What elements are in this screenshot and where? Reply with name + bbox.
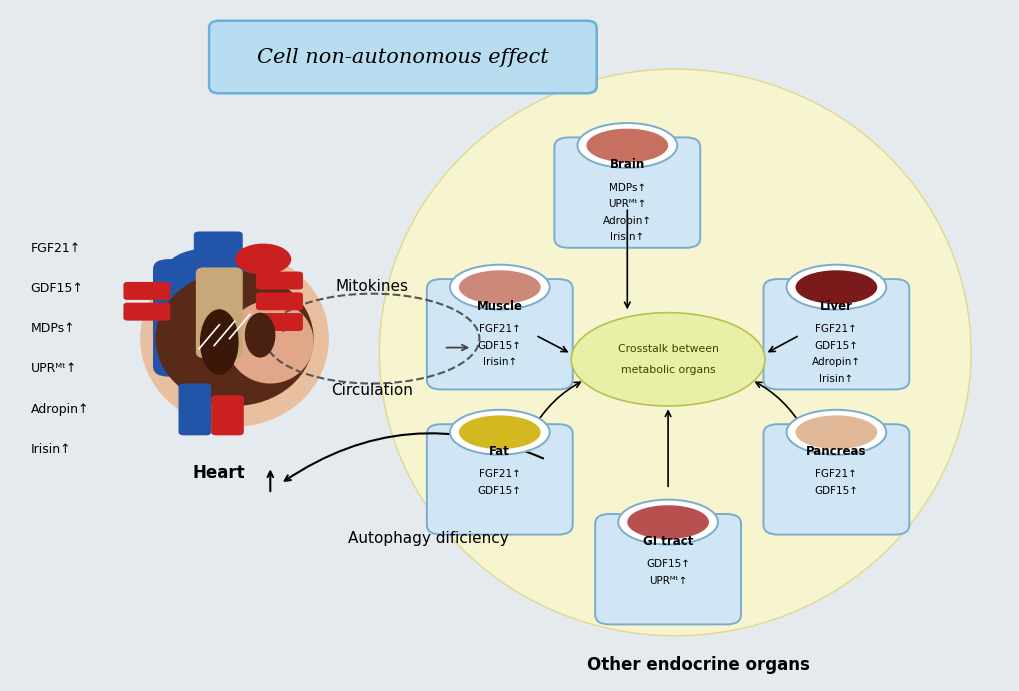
Text: Fat: Fat bbox=[489, 445, 510, 458]
Text: metabolic organs: metabolic organs bbox=[621, 365, 714, 375]
Ellipse shape bbox=[227, 301, 314, 384]
FancyBboxPatch shape bbox=[196, 267, 243, 358]
FancyBboxPatch shape bbox=[209, 21, 596, 93]
Ellipse shape bbox=[234, 244, 291, 275]
FancyBboxPatch shape bbox=[123, 282, 170, 300]
Ellipse shape bbox=[627, 505, 708, 539]
Text: Crosstalk between: Crosstalk between bbox=[618, 344, 717, 354]
Ellipse shape bbox=[459, 415, 540, 449]
FancyBboxPatch shape bbox=[762, 279, 909, 390]
Ellipse shape bbox=[795, 415, 876, 449]
Ellipse shape bbox=[168, 247, 270, 285]
Text: GDF15↑: GDF15↑ bbox=[645, 559, 690, 569]
Ellipse shape bbox=[200, 310, 238, 375]
Text: Mitokines: Mitokines bbox=[335, 279, 409, 294]
FancyBboxPatch shape bbox=[153, 259, 255, 377]
Ellipse shape bbox=[786, 265, 886, 310]
Ellipse shape bbox=[449, 410, 549, 455]
Text: Adropin↑: Adropin↑ bbox=[811, 357, 860, 368]
Text: Circulation: Circulation bbox=[331, 383, 413, 398]
FancyBboxPatch shape bbox=[256, 272, 303, 290]
Text: Adropin↑: Adropin↑ bbox=[602, 216, 651, 226]
Text: UPRᴹᵗ↑: UPRᴹᵗ↑ bbox=[31, 363, 76, 375]
Text: FGF21↑: FGF21↑ bbox=[814, 469, 857, 480]
Text: UPRᴹᵗ↑: UPRᴹᵗ↑ bbox=[607, 199, 646, 209]
Ellipse shape bbox=[618, 500, 717, 545]
Text: GDF15↑: GDF15↑ bbox=[477, 486, 522, 496]
Ellipse shape bbox=[449, 265, 549, 310]
Ellipse shape bbox=[571, 312, 764, 406]
Text: Irisin↑: Irisin↑ bbox=[31, 443, 71, 455]
Text: Heart: Heart bbox=[193, 464, 246, 482]
Text: GDF15↑: GDF15↑ bbox=[31, 283, 84, 295]
FancyBboxPatch shape bbox=[178, 384, 211, 435]
Text: GDF15↑: GDF15↑ bbox=[813, 341, 858, 351]
Text: FGF21↑: FGF21↑ bbox=[478, 324, 521, 334]
Text: GDF15↑: GDF15↑ bbox=[813, 486, 858, 496]
FancyBboxPatch shape bbox=[123, 303, 170, 321]
FancyBboxPatch shape bbox=[554, 138, 699, 248]
Text: FGF21↑: FGF21↑ bbox=[478, 469, 521, 480]
FancyBboxPatch shape bbox=[256, 292, 303, 310]
FancyBboxPatch shape bbox=[762, 424, 909, 535]
Ellipse shape bbox=[795, 270, 876, 304]
Ellipse shape bbox=[586, 129, 667, 162]
Text: FGF21↑: FGF21↑ bbox=[814, 324, 857, 334]
Ellipse shape bbox=[156, 271, 314, 406]
Ellipse shape bbox=[245, 312, 275, 358]
Ellipse shape bbox=[141, 250, 329, 427]
Text: Pancreas: Pancreas bbox=[805, 445, 866, 458]
Text: Irisin↑: Irisin↑ bbox=[482, 357, 517, 368]
Text: GDF15↑: GDF15↑ bbox=[477, 341, 522, 351]
FancyBboxPatch shape bbox=[427, 279, 573, 390]
Text: Adropin↑: Adropin↑ bbox=[31, 403, 89, 415]
Ellipse shape bbox=[577, 123, 677, 168]
Text: UPRᴹᵗ↑: UPRᴹᵗ↑ bbox=[648, 576, 687, 586]
Text: Liver: Liver bbox=[819, 300, 852, 313]
Ellipse shape bbox=[379, 69, 970, 636]
Text: Muscle: Muscle bbox=[476, 300, 523, 313]
Ellipse shape bbox=[786, 410, 886, 455]
Text: GI tract: GI tract bbox=[642, 535, 693, 548]
Text: FGF21↑: FGF21↑ bbox=[31, 243, 81, 255]
Text: Brain: Brain bbox=[609, 158, 644, 171]
Text: Irisin↑: Irisin↑ bbox=[818, 374, 853, 384]
Text: Other endocrine organs: Other endocrine organs bbox=[587, 656, 809, 674]
FancyBboxPatch shape bbox=[595, 514, 741, 625]
Text: MDPs↑: MDPs↑ bbox=[608, 182, 645, 193]
Text: Cell non-autonomous effect: Cell non-autonomous effect bbox=[257, 48, 548, 67]
Text: Irisin↑: Irisin↑ bbox=[609, 232, 644, 243]
FancyBboxPatch shape bbox=[427, 424, 573, 535]
FancyBboxPatch shape bbox=[194, 231, 243, 280]
FancyBboxPatch shape bbox=[211, 395, 244, 435]
Text: MDPs↑: MDPs↑ bbox=[31, 323, 75, 335]
Text: Autophagy dificiency: Autophagy dificiency bbox=[347, 531, 508, 547]
FancyBboxPatch shape bbox=[256, 313, 303, 331]
Ellipse shape bbox=[459, 270, 540, 304]
